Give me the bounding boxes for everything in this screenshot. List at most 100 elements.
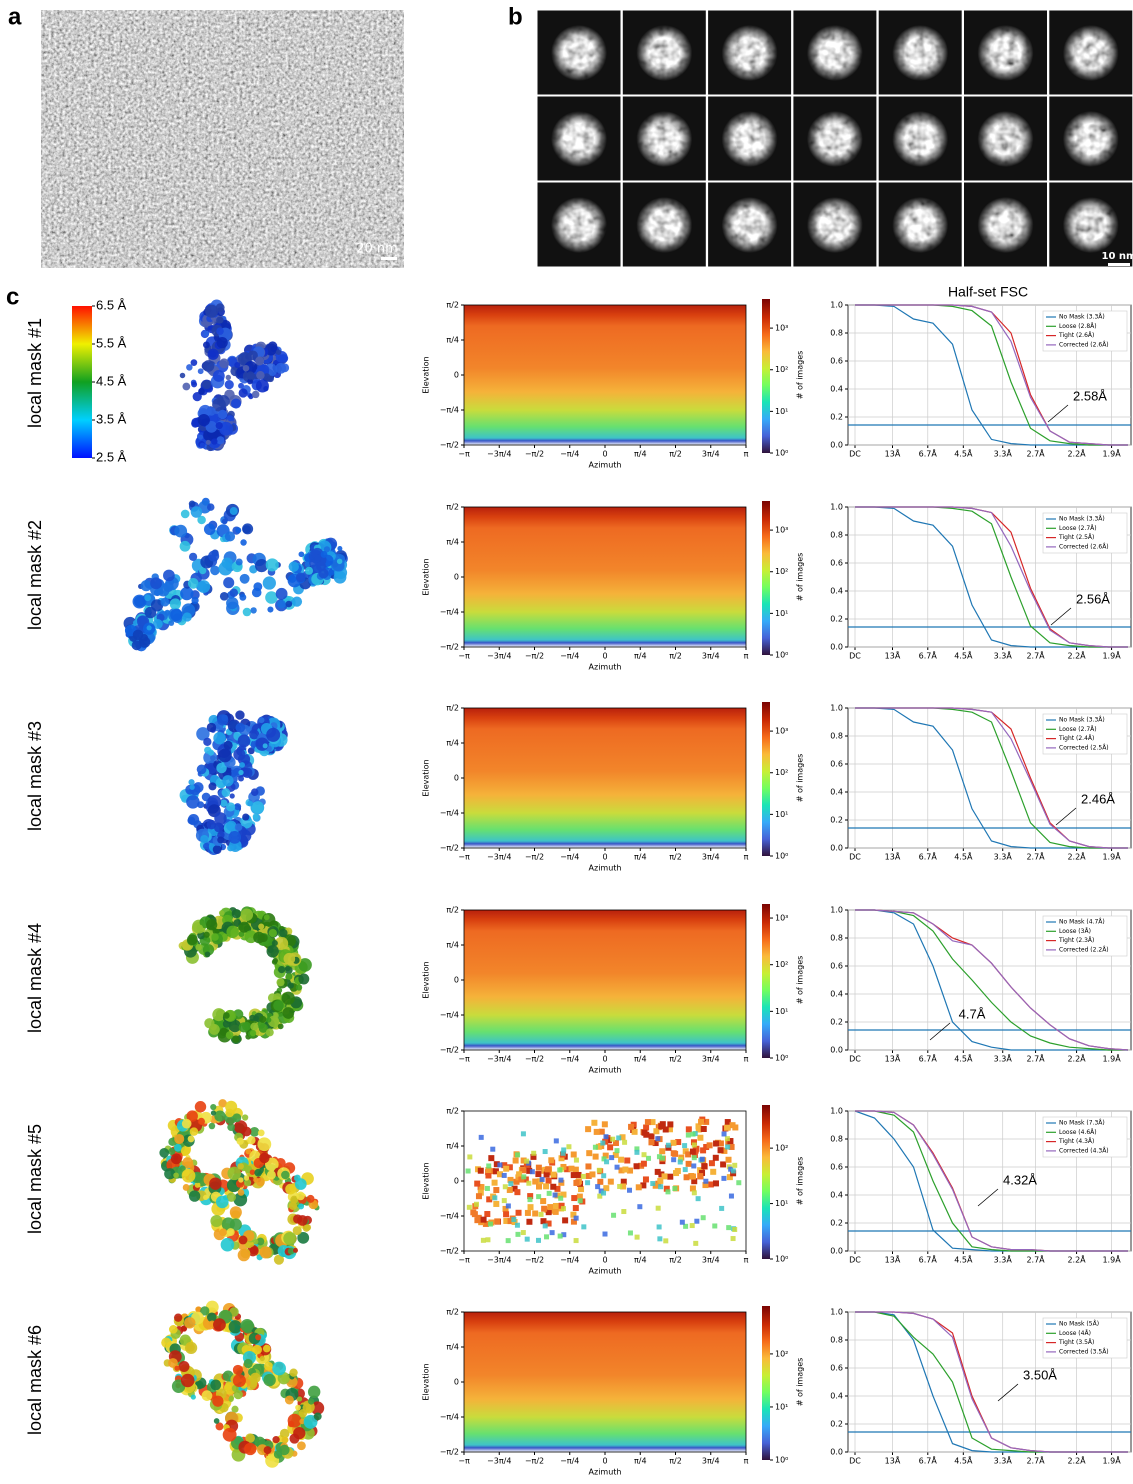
x-tick-label: 3.3Å bbox=[994, 1455, 1013, 1466]
viewing-cell bbox=[621, 1209, 627, 1215]
density-blob bbox=[242, 607, 252, 617]
x-tick-label: π/4 bbox=[634, 1457, 647, 1466]
density-blob bbox=[276, 978, 285, 987]
viewing-cell bbox=[635, 1184, 642, 1191]
viewing-cell bbox=[492, 1168, 499, 1175]
density-blob bbox=[228, 831, 242, 844]
x-axis-title: Azimuth bbox=[589, 1468, 622, 1477]
y-tick-label: 0.8 bbox=[830, 934, 843, 943]
viewing-cell bbox=[679, 1219, 685, 1225]
viewing-cell bbox=[732, 1162, 738, 1168]
density-blob bbox=[259, 1152, 270, 1164]
viewing-cell bbox=[657, 1177, 664, 1184]
annotation-leader bbox=[977, 1188, 999, 1207]
density-blob bbox=[212, 1008, 226, 1022]
density-blob bbox=[263, 1373, 276, 1387]
density-blob bbox=[259, 1246, 272, 1259]
viewing-cell bbox=[592, 1144, 598, 1150]
density-blob bbox=[216, 436, 225, 445]
x-tick-label: DC bbox=[849, 853, 861, 862]
x-axis-title: Azimuth bbox=[589, 461, 622, 470]
x-tick-label: π/4 bbox=[634, 853, 647, 862]
viewing-cell bbox=[622, 1166, 629, 1173]
density-blob bbox=[243, 1178, 252, 1187]
density-map bbox=[161, 1300, 325, 1468]
annotation: 2.46Å bbox=[1081, 791, 1115, 806]
density-blob bbox=[191, 381, 198, 388]
viewing-cell bbox=[601, 1190, 607, 1196]
viewing-cell bbox=[603, 1185, 610, 1192]
viewing-cell bbox=[691, 1151, 698, 1158]
density-blob bbox=[188, 779, 195, 786]
density-blob bbox=[288, 561, 299, 572]
density-blob bbox=[251, 801, 265, 814]
x-tick-label: 2.2Å bbox=[1067, 1455, 1086, 1466]
x-tick-label: 13Å bbox=[885, 650, 901, 661]
annotation: 3.50Å bbox=[1023, 1367, 1057, 1382]
viewing-cell bbox=[473, 1201, 479, 1207]
density-blob bbox=[278, 965, 286, 974]
density-blob bbox=[210, 565, 220, 576]
density-blob bbox=[245, 1148, 252, 1155]
density-blob bbox=[221, 518, 228, 525]
density-blob bbox=[197, 434, 204, 440]
density-blob bbox=[168, 620, 175, 626]
viewing-cell bbox=[515, 1152, 521, 1158]
x-tick-label: π/4 bbox=[634, 652, 647, 661]
density-blob bbox=[285, 1183, 296, 1195]
density-blob bbox=[284, 1395, 294, 1405]
density-blob bbox=[168, 1147, 176, 1156]
density-blob bbox=[212, 1395, 224, 1407]
density-blob bbox=[194, 1182, 201, 1188]
y-tick-label: 0 bbox=[454, 976, 459, 985]
viewing-map bbox=[465, 1116, 742, 1246]
density-blob bbox=[290, 1195, 299, 1204]
viewing-cell bbox=[480, 1216, 487, 1223]
y-tick-label: 0.2 bbox=[830, 413, 843, 422]
density-blob bbox=[250, 1372, 261, 1384]
viewing-cell bbox=[470, 1209, 477, 1216]
fsc-curve bbox=[855, 909, 1128, 1051]
density-blob bbox=[258, 1023, 269, 1033]
viewing-cell bbox=[699, 1156, 705, 1162]
viewing-cell bbox=[604, 1159, 610, 1165]
x-tick-label: π/2 bbox=[669, 652, 682, 661]
viewing-cell bbox=[568, 1165, 575, 1172]
colorbar-title: # of images bbox=[796, 1157, 805, 1206]
density-blob bbox=[240, 908, 254, 921]
density-blob bbox=[226, 1192, 236, 1202]
density-blob bbox=[239, 573, 250, 584]
viewing-cell bbox=[516, 1171, 523, 1178]
density-blob bbox=[228, 1019, 242, 1033]
density-blob bbox=[194, 1101, 207, 1113]
viewing-cell bbox=[656, 1154, 662, 1160]
viewing-cell bbox=[730, 1236, 736, 1242]
viewing-cell bbox=[597, 1178, 604, 1185]
viewing-cell bbox=[503, 1211, 510, 1218]
viewing-cell bbox=[618, 1167, 625, 1174]
viewing-cell bbox=[572, 1166, 579, 1173]
viewing-cell bbox=[673, 1170, 680, 1177]
y-tick-label: 0.6 bbox=[830, 559, 843, 568]
density-blob bbox=[219, 591, 229, 601]
row-label: local mask #4 bbox=[25, 923, 45, 1033]
density-blob bbox=[210, 1110, 217, 1116]
density-blob bbox=[169, 598, 181, 610]
viewing-cell bbox=[726, 1225, 732, 1231]
density-blob bbox=[251, 390, 260, 399]
density-blob bbox=[164, 1168, 176, 1180]
density-blob bbox=[266, 1170, 276, 1180]
density-blob bbox=[232, 1113, 242, 1123]
density-blob bbox=[213, 731, 226, 745]
viewing-cell bbox=[520, 1157, 527, 1164]
density-blob bbox=[219, 358, 230, 369]
density-blob bbox=[220, 1237, 235, 1252]
density-blob bbox=[285, 600, 293, 608]
density-blob bbox=[208, 1122, 216, 1130]
viewing-cell bbox=[641, 1129, 648, 1136]
x-tick-label: −π/4 bbox=[560, 652, 579, 661]
colorbar-tick-label: 10² bbox=[775, 365, 788, 374]
density-blob bbox=[237, 734, 251, 748]
viewing-cell bbox=[703, 1118, 710, 1125]
class-density bbox=[636, 197, 693, 253]
